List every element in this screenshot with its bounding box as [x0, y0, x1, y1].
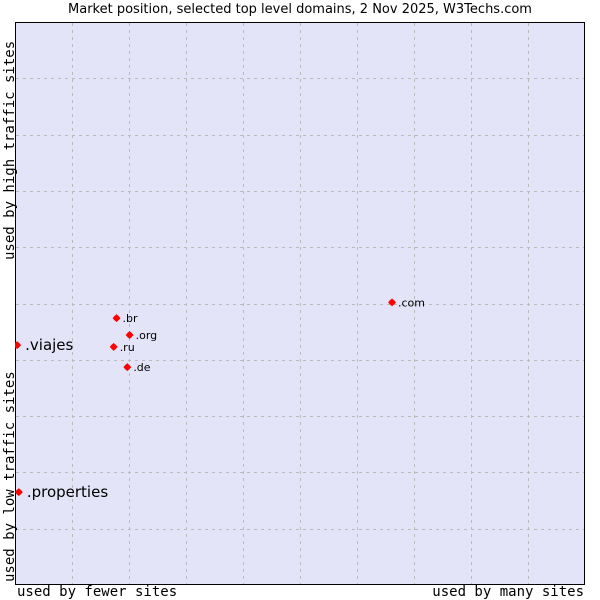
point-label: .org [136, 329, 158, 342]
x-axis-label-right: used by many sites [432, 584, 584, 600]
data-point-viajes: .viajes [15, 336, 74, 354]
data-point-ru: .ru [109, 341, 135, 354]
point-label: .de [133, 361, 150, 374]
data-point-br: .br [112, 312, 138, 325]
point-label: .properties [27, 483, 108, 501]
point-label: .com [398, 296, 425, 309]
point-label: .ru [120, 341, 135, 354]
data-point-com: .com [388, 296, 425, 309]
plot-area: .com .br .org .ru .de .viajes .properties [15, 22, 585, 585]
data-point-org: .org [125, 329, 158, 342]
point-label: .viajes [25, 336, 73, 354]
x-axis-label-left: used by fewer sites [17, 584, 178, 600]
y-axis-label-bottom: used by low traffic sites [2, 371, 18, 582]
chart-title: Market position, selected top level doma… [68, 2, 532, 17]
data-point-properties: .properties [15, 483, 108, 501]
data-point-de: .de [123, 361, 151, 374]
point-label: .br [123, 312, 138, 325]
y-axis-label-top: used by high traffic sites [2, 40, 18, 260]
scatter-plot: .com .br .org.ru .de .viajes .properties [15, 23, 584, 584]
